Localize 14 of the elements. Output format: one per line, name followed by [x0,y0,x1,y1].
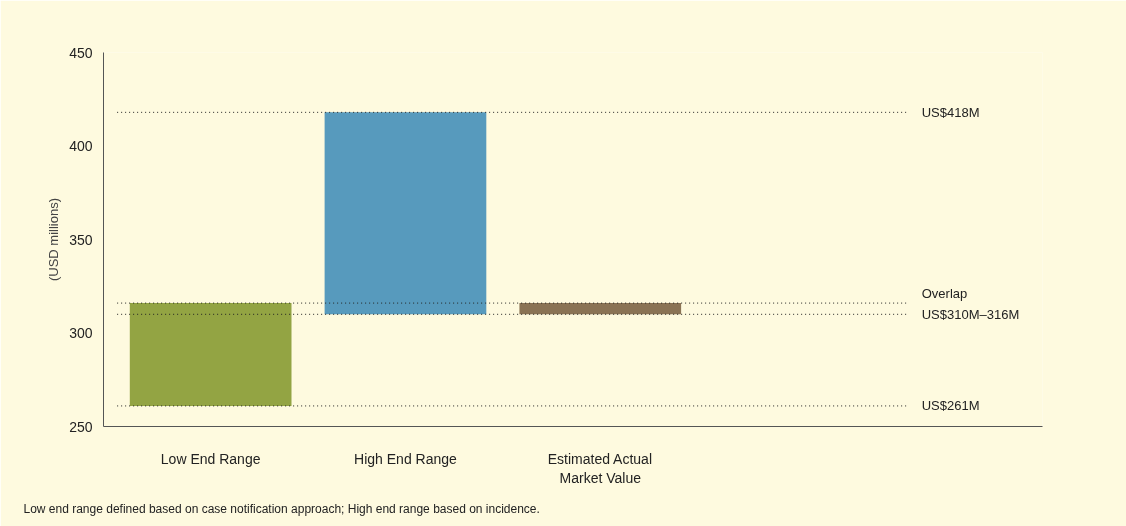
ref-line-label: Overlap [921,285,968,301]
x-tick-label: Estimated Actual Market Value [547,450,653,486]
ref-line-label: US$418M [921,104,980,120]
y-tick-label: 300 [69,325,93,341]
ref-line-label: US$310M–316M [921,306,1020,322]
y-tick-label: 250 [69,418,93,435]
x-tick-label: Low End Range [160,450,261,467]
x-tick-label: High End Range [354,450,458,467]
ref-line-label: US$261M [921,398,980,414]
y-tick-label: 400 [69,138,93,154]
y-tick-label: 350 [69,231,93,248]
y-tick-label: 450 [69,44,93,61]
text: Low end range defined based on case notification approach; High end range based on incidence. [23,501,540,516]
y-axis-title: (USD millions) [46,197,62,282]
